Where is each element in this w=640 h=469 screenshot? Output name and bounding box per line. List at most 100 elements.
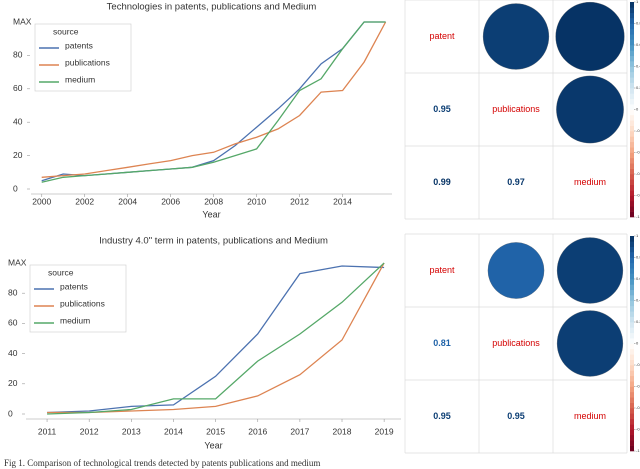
colorbar-segment — [630, 28, 634, 35]
colorbar-tick-label: -0.4 — [636, 150, 640, 155]
colorbar-segment — [630, 114, 634, 121]
colorbar-segment — [630, 147, 634, 153]
colorbar-segment — [630, 279, 634, 285]
colorbar-segment — [630, 66, 634, 73]
colorbar-segment — [630, 300, 634, 307]
legend-label: medium — [65, 74, 95, 84]
correlation-circle — [487, 242, 545, 299]
colorbar-segment — [630, 55, 634, 62]
x-axis-label: Year — [202, 209, 220, 219]
correlation-circle — [556, 75, 624, 144]
colorbar-segment — [630, 50, 634, 57]
x-tick-label: 2004 — [118, 196, 137, 206]
legend-label: medium — [60, 315, 90, 325]
correlation-value: 0.95 — [507, 411, 525, 421]
colorbar-segment — [630, 104, 634, 110]
variable-label: medium — [574, 411, 606, 421]
colorbar-segment — [630, 354, 634, 360]
y-tick-label: 60 — [13, 83, 23, 93]
x-tick-label: 2013 — [122, 426, 141, 436]
colorbar-segment — [630, 179, 634, 186]
colorbar-segment — [630, 2, 634, 8]
colorbar-segment — [630, 408, 634, 414]
colorbar-segment — [630, 246, 634, 253]
variable-label: patent — [429, 265, 455, 275]
colorbar-segment — [630, 18, 634, 24]
x-tick-label: 2011 — [38, 426, 57, 436]
colorbar-segment — [630, 391, 634, 398]
series-line — [47, 265, 385, 414]
y-tick-label: 80 — [13, 50, 23, 60]
colorbar-tick-label: 0.6 — [636, 276, 640, 281]
correlation-value: 0.81 — [433, 338, 451, 348]
series-line — [41, 21, 387, 178]
colorbar-segment — [630, 343, 634, 350]
colorbar-segment — [630, 295, 634, 301]
colorbar-segment — [630, 71, 634, 78]
colorbar-segment — [630, 200, 634, 207]
colorbar-segment — [630, 163, 634, 169]
colorbar-tick-label: -1 — [636, 214, 640, 219]
legend-box — [34, 23, 132, 92]
colorbar-segment — [630, 386, 634, 393]
colorbar-segment — [630, 365, 634, 371]
colorbar-segment — [630, 82, 634, 89]
colorbar-segment — [630, 289, 634, 296]
colorbar-tick-label: 0.2 — [636, 85, 640, 90]
colorbar-segment — [630, 12, 634, 19]
variable-label: publications — [492, 104, 540, 114]
legend-label: patents — [60, 281, 88, 291]
colorbar-segment — [630, 413, 634, 420]
variable-label: medium — [574, 177, 606, 187]
colorbar-segment — [630, 332, 634, 339]
colorbar-segment — [630, 7, 634, 14]
colorbar-segment — [630, 381, 634, 387]
legend-label: publications — [65, 57, 110, 67]
colorbar-segment — [630, 284, 634, 291]
variable-label: publications — [492, 338, 540, 348]
legend-title: source — [48, 267, 74, 277]
x-tick-label: 2014 — [164, 426, 183, 436]
colorbar-tick-label: -0.2 — [636, 128, 640, 133]
colorbar-segment — [630, 375, 634, 382]
correlation-circle — [555, 2, 625, 71]
colorbar-segment — [630, 424, 634, 430]
y-tick-label: 60 — [8, 318, 18, 328]
colorbar-segment — [630, 45, 634, 51]
colorbar-tick-label: -1 — [636, 448, 640, 453]
colorbar-segment — [630, 359, 634, 366]
colorbar-segment — [630, 327, 634, 334]
y-tick-label: 20 — [8, 378, 18, 388]
colorbar-tick-label: 0 — [636, 341, 639, 346]
colorbar-tick-label: 1 — [636, 0, 639, 4]
colorbar-segment — [630, 397, 634, 403]
legend-label: publications — [60, 298, 105, 308]
colorbar-segment — [630, 418, 634, 425]
colorbar-segment — [630, 206, 634, 212]
x-tick-label: 2008 — [204, 196, 223, 206]
y-tick-label: 80 — [8, 287, 18, 297]
colorbar-segment — [630, 109, 634, 116]
variable-label: patent — [429, 31, 455, 41]
x-tick-label: 2002 — [75, 196, 94, 206]
correlation-circle — [556, 237, 624, 304]
colorbar-tick-label: -0.8 — [636, 193, 640, 198]
series-line — [41, 21, 386, 183]
x-tick-label: 2010 — [247, 196, 266, 206]
colorbar-segment — [630, 429, 634, 436]
colorbar-tick-label: 0.8 — [636, 255, 640, 260]
colorbar-tick-label: 0.2 — [636, 319, 640, 324]
colorbar-segment — [630, 434, 634, 441]
colorbar-segment — [630, 322, 634, 328]
y-tick-label: 40 — [8, 348, 18, 358]
legend-label: patents — [65, 40, 93, 50]
colorbar-segment — [630, 174, 634, 180]
colorbar-segment — [630, 236, 634, 242]
colorbar-segment — [630, 152, 634, 159]
chart-title: Industry 4.0" term in patents, publicati… — [99, 236, 328, 247]
colorbar-segment — [630, 61, 634, 67]
legend-title: source — [53, 26, 79, 36]
x-tick-label: 2014 — [333, 196, 352, 206]
colorbar-segment — [630, 440, 634, 446]
